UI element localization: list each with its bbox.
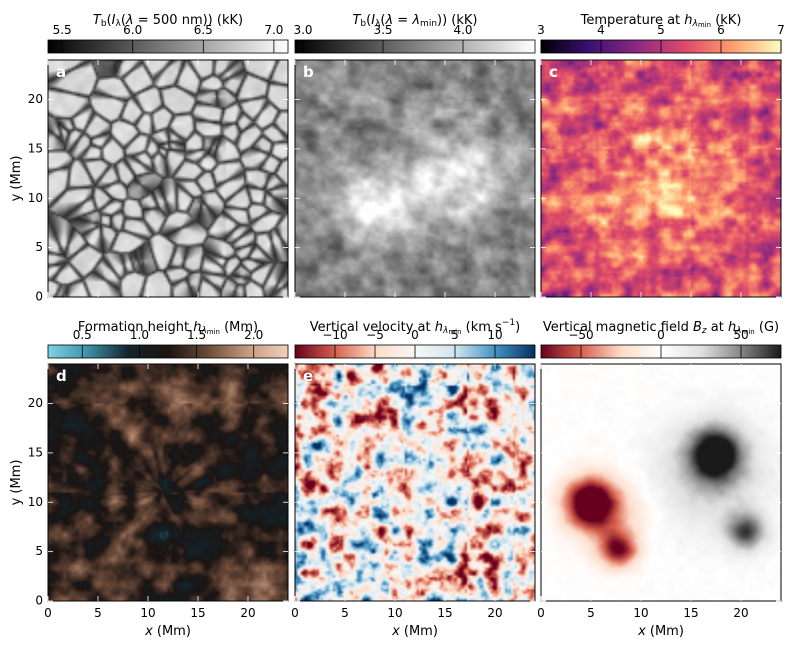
colorbar-title-f: Vertical magnetic field Bz at hλmin (G)	[543, 320, 779, 337]
y-tick-label: 15	[28, 445, 43, 459]
heatmap-a	[48, 60, 288, 297]
colorbar-tick-label: 3.5	[373, 23, 392, 37]
x-tick-label: 10	[140, 606, 155, 620]
y-tick-label: 5	[35, 544, 43, 558]
x-tick-label: 20	[487, 606, 502, 620]
colorbar-tick-label: 1.5	[187, 328, 206, 342]
colorbar-tick-label: 10	[487, 328, 502, 342]
colorbar-d	[47, 344, 289, 359]
plot-frame-d	[47, 363, 289, 602]
plot-frame-a	[47, 59, 289, 298]
panel-letter-f: f	[549, 367, 556, 385]
x-tick-label: 0	[291, 606, 299, 620]
panel-letter-d: d	[56, 367, 67, 385]
x-tick-label: 15	[437, 606, 452, 620]
x-tick-label: 10	[633, 606, 648, 620]
x-tick-label: 0	[537, 606, 545, 620]
panel-d: Formation height hλmin (Mm)0.5 1.0 1.5 2.0 d…	[9, 320, 289, 639]
y-tick-label: 0	[35, 290, 43, 304]
colorbar-tick-label: 7	[777, 23, 785, 37]
colorbar-title-c: Temperature at hλmin (kK)	[580, 13, 742, 30]
colorbar-tick-label: 4.0	[453, 23, 472, 37]
colorbar-tick-label: 6.0	[123, 23, 142, 37]
colorbar-a	[47, 39, 289, 54]
colorbar-b	[294, 39, 536, 54]
x-tick-label: 5	[587, 606, 595, 620]
x-axis-label: x (Mm)	[144, 624, 191, 639]
colorbar-tick-label: 5	[451, 328, 459, 342]
y-tick-label: 20	[28, 396, 43, 410]
y-tick-label: 5	[35, 240, 43, 254]
panel-a: Tb(Iλ(λ = 500 nm)) (kK) 5.5 6.0 6.5 7.0 a 0 5 10…	[9, 13, 289, 304]
y-tick-label: 15	[28, 141, 43, 155]
heatmap-b	[295, 60, 535, 297]
panel-c: Temperature at hλmin (kK) 3 4 5 6 7 c	[537, 13, 785, 298]
colorbar-tick-label: 6.5	[194, 23, 213, 37]
x-tick-label: 15	[190, 606, 205, 620]
y-tick-label: 20	[28, 92, 43, 106]
colorbar-tick-label: 0	[411, 328, 419, 342]
colorbar-tick-label: 5.5	[53, 23, 72, 37]
x-tick-label: 20	[240, 606, 255, 620]
colorbar-tick-label: 6	[717, 23, 725, 37]
colorbar-tick-label: 3	[537, 23, 545, 37]
x-tick-label: 5	[341, 606, 349, 620]
y-tick-label: 0	[35, 594, 43, 608]
plot-frame-e	[294, 363, 536, 602]
colorbar-tick-label: 2.0	[244, 328, 263, 342]
colorbar-tick-label: 0	[657, 328, 665, 342]
colorbar-tick-label: −50	[568, 328, 593, 342]
colorbar-title-a: Tb(Iλ(λ = 500 nm)) (kK)	[93, 13, 243, 29]
y-tick-label: 10	[28, 191, 43, 205]
heatmap-c	[541, 60, 781, 297]
panel-letter-c: c	[549, 63, 558, 81]
x-tick-label: 5	[94, 606, 102, 620]
panel-e: Vertical velocity at hλmin (km s−1)−10 −5…	[291, 318, 536, 639]
colorbar-tick-label: 5	[657, 23, 665, 37]
colorbar-title-e: Vertical velocity at hλmin (km s−1)	[310, 318, 520, 337]
panel-letter-b: b	[303, 63, 314, 81]
y-axis-label: y (Mm)	[9, 156, 24, 202]
panel-letter-a: a	[56, 63, 66, 81]
x-tick-label: 0	[44, 606, 52, 620]
colorbar-tick-label: −5	[366, 328, 384, 342]
heatmap-e	[295, 364, 535, 601]
heatmap-d	[48, 364, 288, 601]
colorbar-tick-label: 7.0	[264, 23, 283, 37]
colorbar-tick-label: −10	[322, 328, 347, 342]
colorbar-tick-label: 3.0	[293, 23, 312, 37]
x-axis-label: x (Mm)	[391, 624, 438, 639]
colorbar-tick-label: 50	[733, 328, 748, 342]
x-tick-label: 15	[683, 606, 698, 620]
x-tick-label: 10	[387, 606, 402, 620]
x-tick-label: 20	[733, 606, 748, 620]
y-tick-label: 10	[28, 495, 43, 509]
y-axis-label: y (Mm)	[9, 460, 24, 506]
colorbar-title-b: Tb(Iλ(λ = λmin)) (kK)	[352, 13, 477, 29]
plot-frame-f	[540, 363, 782, 602]
plot-frame-c	[540, 59, 782, 298]
plot-frame-b	[294, 59, 536, 298]
colorbar-tick-label: 0.5	[73, 328, 92, 342]
colorbar-tick-label: 1.0	[130, 328, 149, 342]
panel-f: Vertical magnetic field Bz at hλmin (G)−…	[537, 320, 782, 639]
x-axis-label: x (Mm)	[637, 624, 684, 639]
colorbar-tick-label: 4	[597, 23, 605, 37]
colorbar-title-d: Formation height hλmin (Mm)	[78, 320, 258, 337]
heatmap-f	[541, 364, 781, 601]
panel-letter-e: e	[303, 367, 313, 385]
panel-b: Tb(Iλ(λ = λmin)) (kK) 3.0 3.5 4.0 b	[293, 13, 536, 298]
